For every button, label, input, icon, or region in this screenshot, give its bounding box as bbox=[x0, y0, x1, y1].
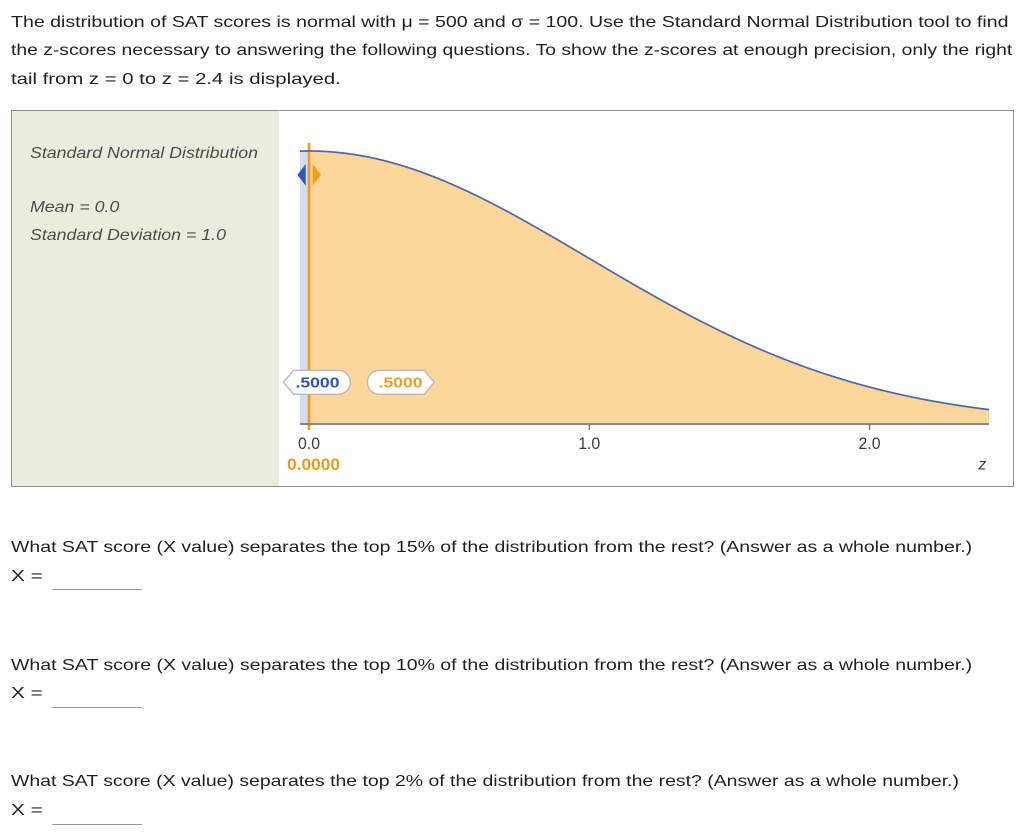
svg-text:.5000: .5000 bbox=[296, 374, 340, 391]
svg-text:1.0: 1.0 bbox=[578, 434, 600, 453]
svg-text:z: z bbox=[977, 456, 986, 473]
svg-text:0.0: 0.0 bbox=[298, 434, 320, 453]
svg-text:.5000: .5000 bbox=[379, 374, 423, 391]
svg-text:0.0000: 0.0000 bbox=[287, 456, 340, 474]
svg-text:2.0: 2.0 bbox=[859, 434, 881, 453]
